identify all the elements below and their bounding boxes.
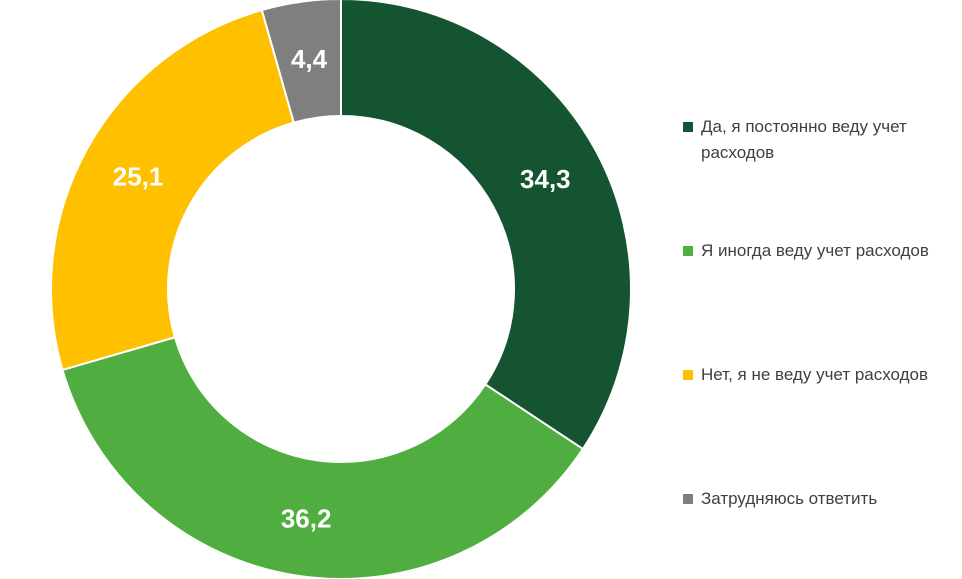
- legend-item-sometimes: Я иногда веду учет расходов: [683, 238, 953, 264]
- legend-item-hard-to-say: Затрудняюсь ответить: [683, 486, 953, 512]
- legend-swatch-sometimes: [683, 246, 693, 256]
- legend-item-never: Нет, я не веду учет расходов: [683, 362, 953, 388]
- donut-slice-constantly: [340, 0, 632, 451]
- legend-swatch-hard-to-say: [683, 494, 693, 504]
- legend-label-hard-to-say: Затрудняюсь ответить: [701, 489, 878, 508]
- data-label-sometimes: 36,2: [281, 503, 332, 533]
- donut-slice-hard-to-say: [260, 0, 342, 124]
- legend-swatch-constantly: [683, 122, 693, 132]
- donut-slice-never: [50, 8, 296, 372]
- legend-label-constantly: Да, я постоянно веду учет расходов: [701, 117, 907, 162]
- legend-swatch-never: [683, 370, 693, 380]
- legend-label-never: Нет, я не веду учет расходов: [701, 365, 929, 384]
- legend-item-constantly: Да, я постоянно веду учет расходов: [683, 114, 953, 166]
- data-label-hard-to-say: 4,4: [291, 44, 328, 74]
- legend-label-sometimes: Я иногда веду учет расходов: [701, 241, 929, 260]
- donut-slice-sometimes: [61, 336, 585, 579]
- data-label-constantly: 34,3: [520, 164, 571, 194]
- data-label-never: 25,1: [113, 162, 164, 192]
